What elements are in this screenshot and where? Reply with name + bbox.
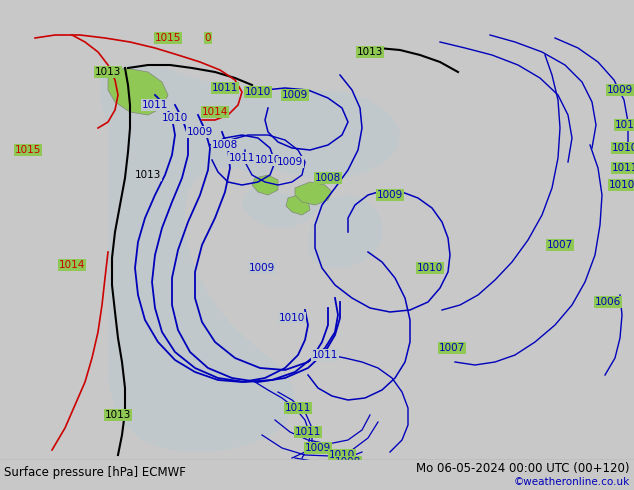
Text: 1011: 1011 <box>142 100 168 110</box>
Text: 1010: 1010 <box>279 313 305 323</box>
Text: 1007: 1007 <box>547 240 573 250</box>
Text: 1011: 1011 <box>295 427 321 437</box>
Text: 1010: 1010 <box>612 143 634 153</box>
Text: 1010: 1010 <box>609 180 634 190</box>
Text: 1011: 1011 <box>615 120 634 130</box>
Text: 1009: 1009 <box>249 263 275 273</box>
Text: 1008: 1008 <box>335 457 361 467</box>
Text: 1009: 1009 <box>607 85 633 95</box>
Text: ©weatheronline.co.uk: ©weatheronline.co.uk <box>514 477 630 487</box>
Polygon shape <box>100 65 400 452</box>
Text: 1009: 1009 <box>282 90 308 100</box>
Text: 1015: 1015 <box>155 33 181 43</box>
Text: Surface pressure [hPa] ECMWF: Surface pressure [hPa] ECMWF <box>4 466 186 479</box>
Text: 1009: 1009 <box>187 127 213 137</box>
Text: 1011: 1011 <box>212 83 238 93</box>
Text: 1015: 1015 <box>15 145 41 155</box>
Text: 1013: 1013 <box>95 67 121 77</box>
Polygon shape <box>295 182 332 205</box>
Text: 1010: 1010 <box>329 450 355 460</box>
Text: 1010: 1010 <box>162 113 188 123</box>
Polygon shape <box>308 195 382 268</box>
Text: 0: 0 <box>205 33 211 43</box>
Text: Mo 06-05-2024 00:00 UTC (00+120): Mo 06-05-2024 00:00 UTC (00+120) <box>417 462 630 474</box>
Text: 1011: 1011 <box>312 350 338 360</box>
Text: 1010: 1010 <box>255 155 281 165</box>
Text: 1011: 1011 <box>229 153 256 163</box>
Text: 1008: 1008 <box>315 173 341 183</box>
Polygon shape <box>108 68 168 115</box>
Text: 1013: 1013 <box>357 47 383 57</box>
Text: 1011: 1011 <box>612 163 634 173</box>
Text: 1014: 1014 <box>202 107 228 117</box>
Text: 1006: 1006 <box>595 297 621 307</box>
Text: 1009: 1009 <box>305 443 331 453</box>
Text: 1009: 1009 <box>277 157 303 167</box>
Text: 1014: 1014 <box>59 260 85 270</box>
Text: 1010: 1010 <box>417 263 443 273</box>
Text: 1008: 1008 <box>212 140 238 150</box>
Bar <box>0 460 634 490</box>
Text: 1007: 1007 <box>439 343 465 353</box>
Text: 1013: 1013 <box>105 410 131 420</box>
Polygon shape <box>252 175 278 195</box>
Text: 1010: 1010 <box>245 87 271 97</box>
Polygon shape <box>286 195 310 215</box>
Text: 1011: 1011 <box>285 403 311 413</box>
Text: 1009: 1009 <box>377 190 403 200</box>
Text: 1013: 1013 <box>135 170 161 180</box>
